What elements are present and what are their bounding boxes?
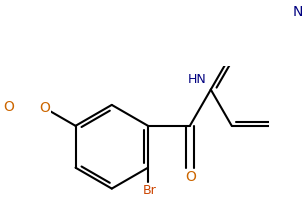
Text: N: N (293, 5, 303, 19)
Text: HN: HN (188, 73, 207, 86)
Text: O: O (39, 101, 50, 115)
Text: O: O (185, 170, 196, 184)
Text: Br: Br (143, 184, 156, 197)
Text: O: O (3, 100, 14, 114)
